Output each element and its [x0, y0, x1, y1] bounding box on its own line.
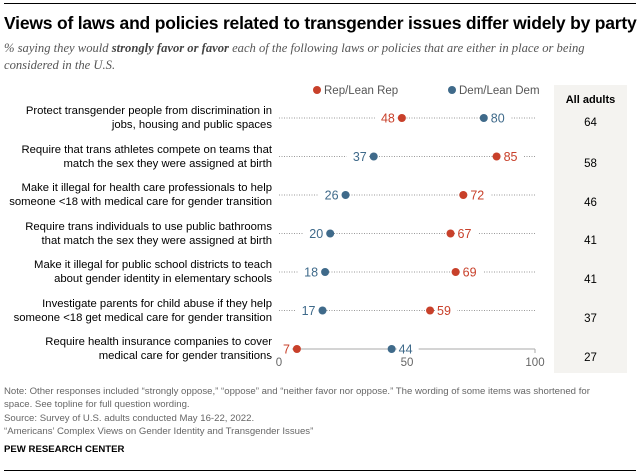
label-gap — [455, 226, 478, 241]
x-tick-label: 0 — [276, 357, 282, 369]
x-tick-label: 50 — [401, 357, 414, 369]
dem-dot — [321, 268, 330, 276]
category-label-line: Investigate parents for child abuse if t… — [42, 297, 272, 310]
rep-value-label: 48 — [381, 112, 395, 126]
legend-rep-label: Rep/Lean Rep — [324, 85, 399, 97]
label-gap — [374, 111, 397, 125]
all-adults-value: 41 — [584, 235, 597, 248]
category-label-line: Protect transgender people from discrimi… — [25, 105, 272, 117]
rep-dot — [451, 268, 460, 276]
rep-value-label: 59 — [437, 304, 451, 318]
label-gap — [488, 111, 511, 125]
all-adults-value: 46 — [584, 196, 597, 209]
label-gap — [460, 265, 483, 279]
all-adults-value: 27 — [584, 351, 597, 364]
dem-value-label: 37 — [353, 150, 367, 164]
label-gap — [501, 149, 524, 164]
dem-value-label: 80 — [491, 112, 505, 126]
category-label: Make it illegal for health care professi… — [0, 181, 272, 209]
rep-dot — [426, 306, 435, 315]
label-gap — [318, 188, 341, 202]
legend-dem-label: Dem/Lean Dem — [459, 85, 540, 97]
category-label-line: that match the sex they were assigned at… — [41, 234, 272, 247]
all-adults-header: All adults — [565, 94, 616, 106]
dem-dot — [341, 191, 350, 199]
category-label-line: Make it illegal for public school distri… — [34, 259, 272, 271]
note-line-1: Note: Other responses included “strongly… — [4, 386, 590, 397]
rep-value-label: 69 — [463, 266, 477, 280]
all-adults-value: 41 — [584, 274, 597, 287]
all-adults-panel — [554, 85, 627, 373]
category-label-line: about gender identity in elementary scho… — [54, 273, 272, 285]
dem-dot — [387, 345, 396, 353]
legend-dem: Dem/Lean Dem — [448, 85, 540, 97]
rep-dot — [397, 114, 406, 122]
category-label: Investigate parents for child abuse if t… — [0, 297, 272, 325]
category-label: Require trans individuals to use public … — [0, 220, 272, 248]
legend-rep-dot — [313, 86, 321, 94]
category-label-line: match the sex they were assigned at birt… — [63, 157, 272, 170]
top-rule — [4, 3, 636, 4]
note-line-2: space. See topline for full question wor… — [4, 399, 190, 411]
dem-dot — [318, 306, 327, 315]
category-label-line: someone <18 with medical care for gender… — [9, 196, 272, 208]
report-line: “Americans’ Complex Views on Gender Iden… — [4, 425, 314, 437]
chart-subtitle: % saying they would strongly favor or fa… — [4, 40, 634, 74]
rep-value-label: 67 — [458, 227, 472, 241]
rep-dot — [446, 229, 455, 238]
label-gap — [396, 342, 419, 356]
all-adults-value: 58 — [584, 157, 597, 170]
category-label: Require health insurance companies to co… — [0, 335, 272, 363]
source-line: Source: Survey of U.S. adults conducted … — [4, 412, 255, 424]
brand-label: PEW RESEARCH CENTER — [4, 444, 125, 455]
label-gap — [298, 265, 321, 279]
legend-dem-dot — [448, 86, 456, 94]
category-label-line: Require trans individuals to use public … — [25, 220, 272, 233]
rep-value-label: 85 — [504, 150, 518, 164]
all-adults-value: 64 — [584, 117, 597, 129]
category-label-line: someone <18 get medical care for gender … — [13, 311, 272, 324]
subtitle-bold: strongly favor or favor — [111, 41, 229, 55]
dem-dot — [369, 152, 378, 161]
chart-title: Views of laws and policies related to tr… — [4, 13, 637, 33]
rep-value-label: 72 — [470, 189, 484, 203]
all-adults-value: 37 — [584, 313, 597, 325]
category-label-line: Require health insurance companies to co… — [45, 336, 272, 348]
dem-value-label: 18 — [304, 266, 318, 280]
rep-dot — [459, 191, 468, 199]
legend-rep: Rep/Lean Rep — [313, 85, 398, 97]
rep-value-label: 7 — [283, 343, 290, 357]
dem-dot — [326, 229, 335, 238]
category-label: Protect transgender people from discrimi… — [0, 104, 272, 132]
dem-value-label: 26 — [325, 189, 339, 203]
category-label: Require that trans athletes compete on t… — [0, 143, 272, 171]
bottom-rule — [4, 470, 636, 471]
label-gap — [303, 226, 326, 241]
label-gap — [435, 303, 458, 318]
dem-dot — [479, 114, 488, 122]
dem-value-label: 44 — [399, 343, 413, 357]
category-label-line: Make it illegal for health care professi… — [21, 182, 272, 194]
dem-value-label: 20 — [309, 227, 323, 241]
category-label-line: jobs, housing and public spaces — [111, 119, 272, 131]
rep-dot — [492, 152, 501, 161]
label-gap — [295, 303, 318, 318]
subtitle-post: each of the following laws or policies t… — [4, 41, 585, 72]
category-label-line: Require that trans athletes compete on t… — [21, 143, 272, 156]
label-gap — [468, 188, 491, 202]
dem-value-label: 17 — [302, 304, 316, 318]
category-label: Make it illegal for public school distri… — [0, 258, 272, 286]
footer-notes: Note: Other responses included “strongly… — [4, 385, 634, 438]
label-gap — [269, 342, 292, 356]
label-gap — [346, 149, 369, 164]
x-tick-label: 100 — [525, 357, 544, 369]
category-label-line: medical care for gender transitions — [98, 350, 272, 362]
subtitle-pre: % saying they would — [4, 41, 112, 55]
rep-dot — [292, 345, 301, 353]
